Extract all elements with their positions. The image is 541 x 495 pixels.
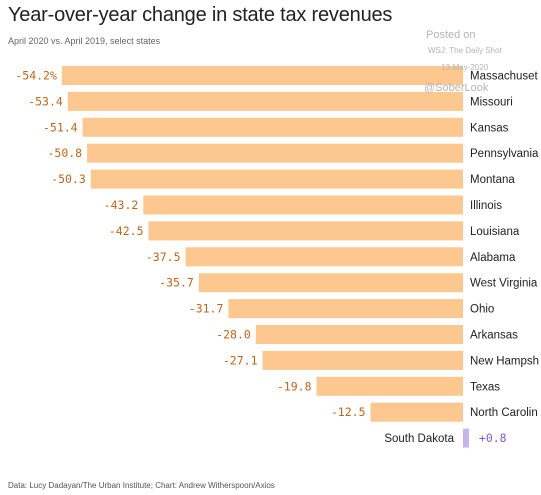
category-label-3: Pennsylvania — [470, 148, 539, 160]
bar-1 — [67, 91, 464, 111]
bar-13 — [370, 402, 463, 422]
value-label-4: -50.3 — [51, 172, 86, 186]
value-label-12: -19.8 — [277, 379, 312, 393]
category-label-4: Montana — [470, 174, 515, 186]
value-label-3: -50.8 — [47, 146, 82, 160]
category-label-6: Louisiana — [470, 226, 520, 238]
value-label-10: -28.0 — [216, 328, 251, 342]
bar-0 — [61, 66, 464, 85]
bar-5 — [143, 195, 464, 215]
category-label-9: Ohio — [470, 304, 494, 316]
category-label-14: South Dakota — [384, 433, 454, 445]
bar-2 — [82, 117, 463, 137]
value-label-9: -31.7 — [189, 302, 224, 316]
bar-6 — [148, 221, 463, 241]
value-label-14: +0.8 — [479, 431, 507, 445]
value-label-6: -42.5 — [109, 224, 144, 238]
chart-subtitle: April 2020 vs. April 2019, select states — [8, 36, 161, 46]
watermark-posted: Posted on — [426, 29, 476, 41]
watermark-source: WSJ: The Daily Shot — [428, 46, 502, 55]
category-label-10: Arkansas — [470, 330, 518, 342]
watermark-date: 13-May-2020 — [441, 63, 489, 72]
value-label-8: -35.7 — [159, 276, 194, 290]
category-label-0: Massachuset — [470, 71, 539, 83]
category-label-11: New Hampsh — [470, 355, 539, 367]
bar-11 — [262, 350, 463, 370]
bar-8 — [198, 273, 464, 293]
category-label-2: Kansas — [470, 122, 509, 134]
source-credit: Data: Lucy Dadayan/The Urban Institute; … — [8, 481, 275, 490]
value-label-7: -37.5 — [146, 250, 181, 264]
value-label-5: -43.2 — [104, 198, 139, 212]
bar-7 — [185, 247, 463, 267]
category-label-8: West Virginia — [470, 278, 538, 290]
bar-4 — [90, 169, 464, 189]
bar-9 — [228, 299, 463, 319]
category-label-1: Missouri — [470, 96, 513, 108]
value-label-0: -54.2% — [15, 69, 57, 83]
bar-14 — [463, 428, 469, 448]
chart-title: Year-over-year change in state tax reven… — [8, 4, 393, 26]
value-label-11: -27.1 — [223, 353, 258, 367]
bar-12 — [316, 376, 463, 396]
category-label-12: Texas — [470, 381, 500, 393]
bar-10 — [255, 325, 463, 344]
category-label-7: Alabama — [470, 252, 516, 264]
bar-3 — [87, 143, 463, 163]
watermark-handle: @SoberLook — [424, 82, 489, 94]
value-label-2: -51.4 — [43, 120, 78, 134]
category-label-5: Illinois — [470, 200, 502, 212]
category-label-13: North Carolin — [470, 407, 538, 419]
value-label-13: -12.5 — [331, 405, 366, 419]
value-label-1: -53.4 — [28, 94, 63, 108]
